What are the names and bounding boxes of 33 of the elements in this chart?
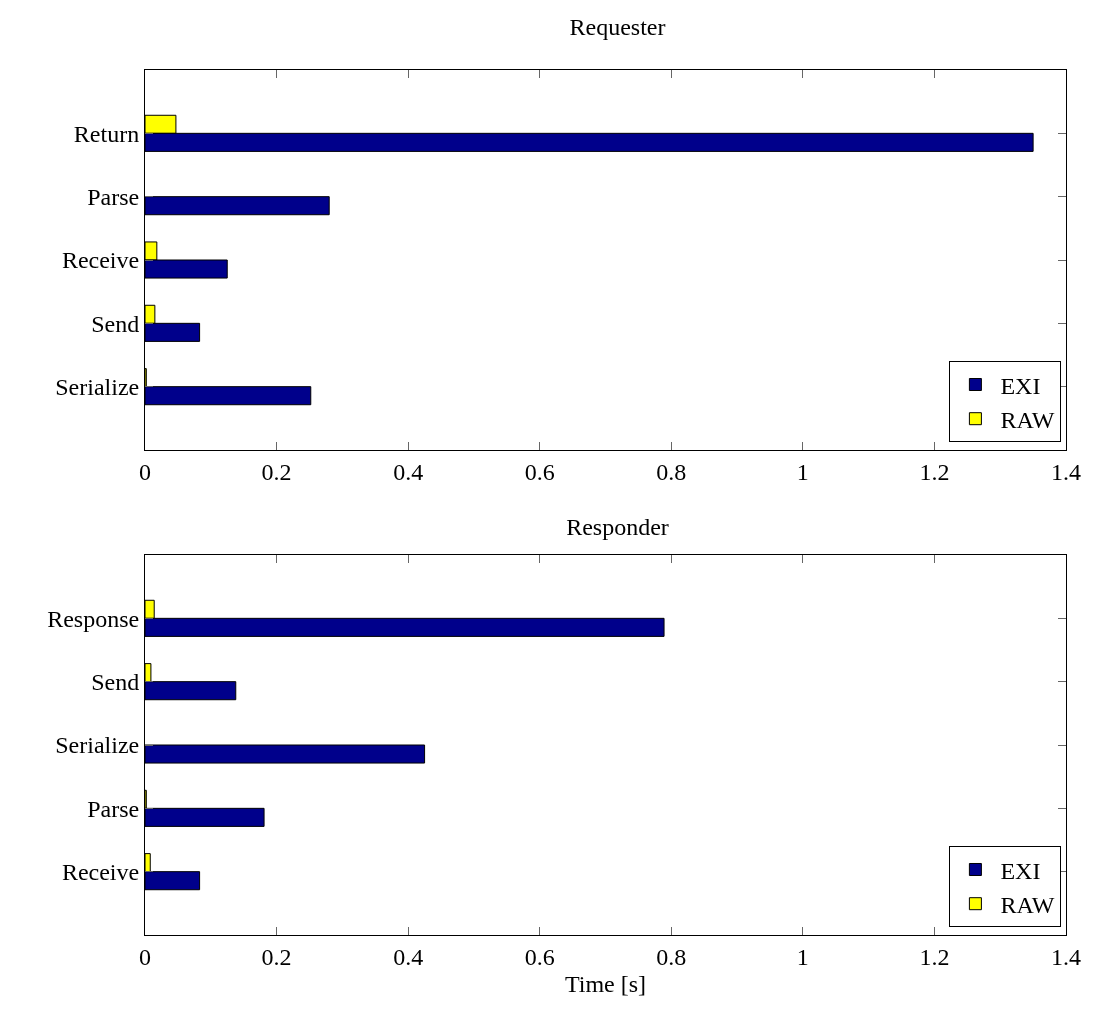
x-tick-label: 1.2 xyxy=(919,943,950,970)
y-tick-label: Send xyxy=(91,669,140,696)
y-tick-label: Serialize xyxy=(55,732,140,759)
x-tick-label: 0.2 xyxy=(261,458,292,485)
x-tick-label: 0.6 xyxy=(524,943,555,970)
chart-title: Requester xyxy=(569,13,666,40)
x-tick-label: 1.2 xyxy=(919,458,950,485)
x-tick-label: 1 xyxy=(796,943,809,970)
x-tick-label: 1.4 xyxy=(1051,458,1081,485)
x-tick-label: 0.4 xyxy=(393,943,424,970)
legend-label: RAW xyxy=(1000,892,1055,919)
y-tick-label: Return xyxy=(73,120,140,147)
x-tick-label: 0.8 xyxy=(656,943,687,970)
y-tick-label: Serialize xyxy=(55,374,140,401)
x-tick-label: 0.2 xyxy=(261,943,292,970)
x-tick-label: 1.4 xyxy=(1051,943,1081,970)
y-tick-label: Response xyxy=(47,605,140,632)
y-tick-label: Send xyxy=(91,310,140,337)
y-tick-label: Receive xyxy=(61,859,140,886)
x-tick-label: 1 xyxy=(796,458,809,485)
y-tick-label: Receive xyxy=(61,247,140,274)
y-tick-label: Parse xyxy=(87,184,140,211)
x-tick-label: 0 xyxy=(139,943,151,970)
legend-label: EXI xyxy=(1000,857,1041,884)
x-axis-title: Time [s] xyxy=(564,971,647,998)
chart-title: Responder xyxy=(566,513,669,540)
x-tick-label: 0.6 xyxy=(524,458,555,485)
legend-label: EXI xyxy=(1000,372,1041,399)
x-tick-label: 0 xyxy=(139,458,151,485)
x-tick-label: 0.8 xyxy=(656,458,687,485)
y-tick-label: Parse xyxy=(87,795,140,822)
legend-label: RAW xyxy=(1000,407,1055,434)
x-tick-label: 0.4 xyxy=(393,458,424,485)
